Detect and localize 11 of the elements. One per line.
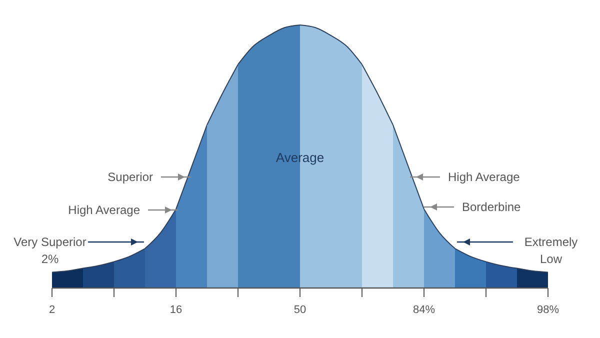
x-tick-label: 50 [294,304,306,316]
annotation: High Average [448,170,520,184]
annotation: High Average [68,203,140,217]
annotation: Extremely Low [524,235,578,266]
x-tick-label: 16 [170,304,182,316]
x-tick-label: 2 [48,304,56,316]
x-tick-label: 98% [536,304,560,316]
x-tick-label: 84% [412,304,436,316]
annotation: Superior [108,170,153,184]
annotation: Very Superior 2% [14,235,86,266]
annotation: Borderbine [462,200,522,214]
